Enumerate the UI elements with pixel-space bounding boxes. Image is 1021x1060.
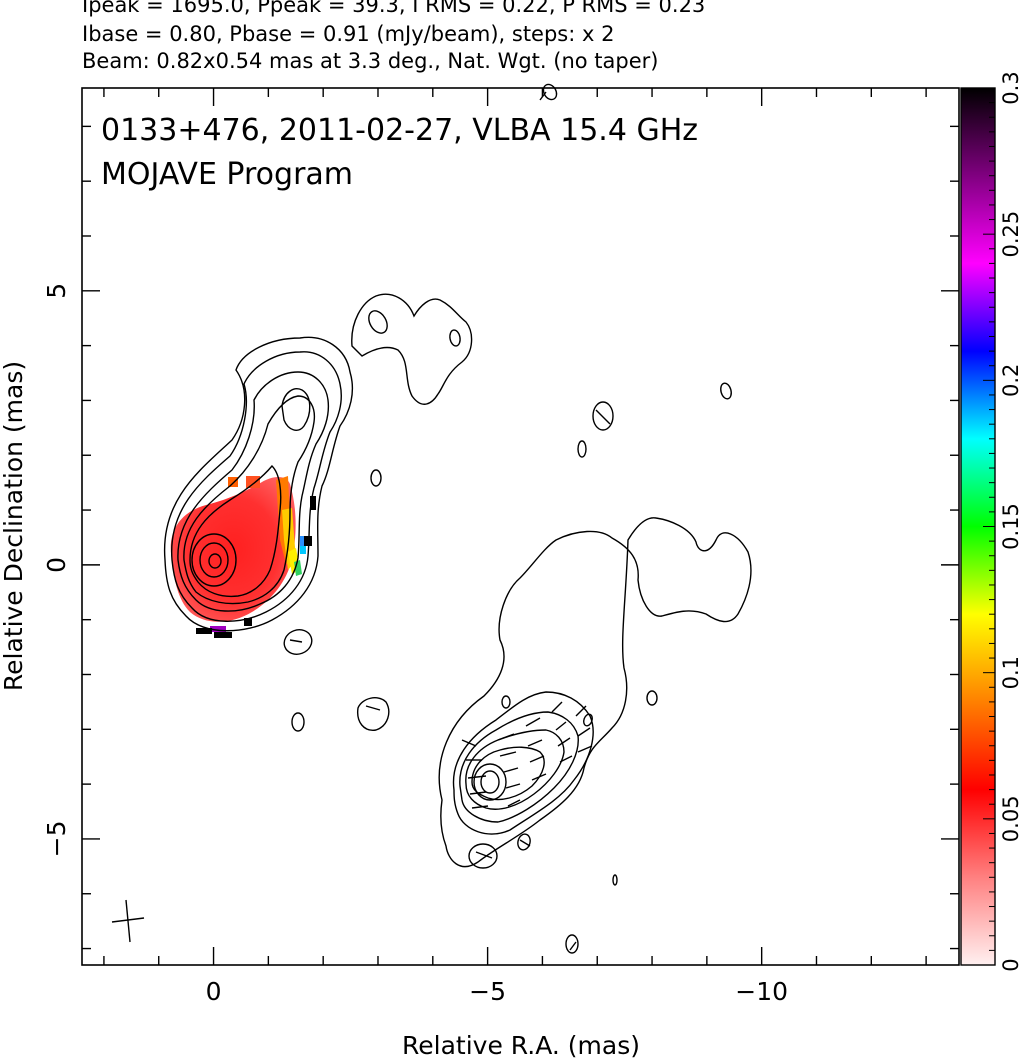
polarization-vectors <box>289 91 611 951</box>
colorbar-tick-label: 0.05 <box>999 795 1021 842</box>
colorbar-tick-label: 0.1 <box>999 656 1021 689</box>
header-stats-line: Ipeak = 1695.0, Ppeak = 39.3, I RMS = 0.… <box>82 0 706 17</box>
chart-title: 0133+476, 2011-02-27, VLBA 15.4 GHz <box>101 113 698 148</box>
beam-marker <box>111 899 145 943</box>
x-axis: 0 −5 −10 <box>103 88 927 1006</box>
colorbar-axis: 0 0.05 0.1 0.15 0.2 0.25 0.3 <box>983 71 1021 972</box>
colorbar-tick-label: 0.3 <box>999 71 1021 104</box>
colorbar-tick-label: 0.25 <box>999 211 1021 258</box>
x-tick-label: 0 <box>206 977 222 1006</box>
y-tick-label: 0 <box>42 557 71 573</box>
chart-subtitle: MOJAVE Program <box>101 157 353 192</box>
header-beam-line: Beam: 0.82x0.54 mas at 3.3 deg., Nat. Wg… <box>82 49 659 73</box>
y-tick-label: −5 <box>42 821 71 858</box>
header-base-line: Ibase = 0.80, Pbase = 0.91 (mJy/beam), s… <box>82 22 615 46</box>
colorbar-tick-label: 0 <box>999 958 1021 971</box>
x-axis-label: Relative R.A. (mas) <box>402 1031 640 1060</box>
y-axis-label: Relative Declination (mas) <box>0 361 28 691</box>
x-tick-label: −5 <box>469 977 506 1006</box>
y-axis: 5 0 −5 <box>42 125 959 950</box>
colorbar-tick-label: 0.15 <box>999 503 1021 550</box>
intensity-contours <box>163 83 752 954</box>
colorbar-tick-label: 0.2 <box>999 364 1021 397</box>
y-tick-label: 5 <box>42 283 71 299</box>
x-tick-label: −10 <box>735 977 788 1006</box>
plot-frame <box>81 87 960 966</box>
